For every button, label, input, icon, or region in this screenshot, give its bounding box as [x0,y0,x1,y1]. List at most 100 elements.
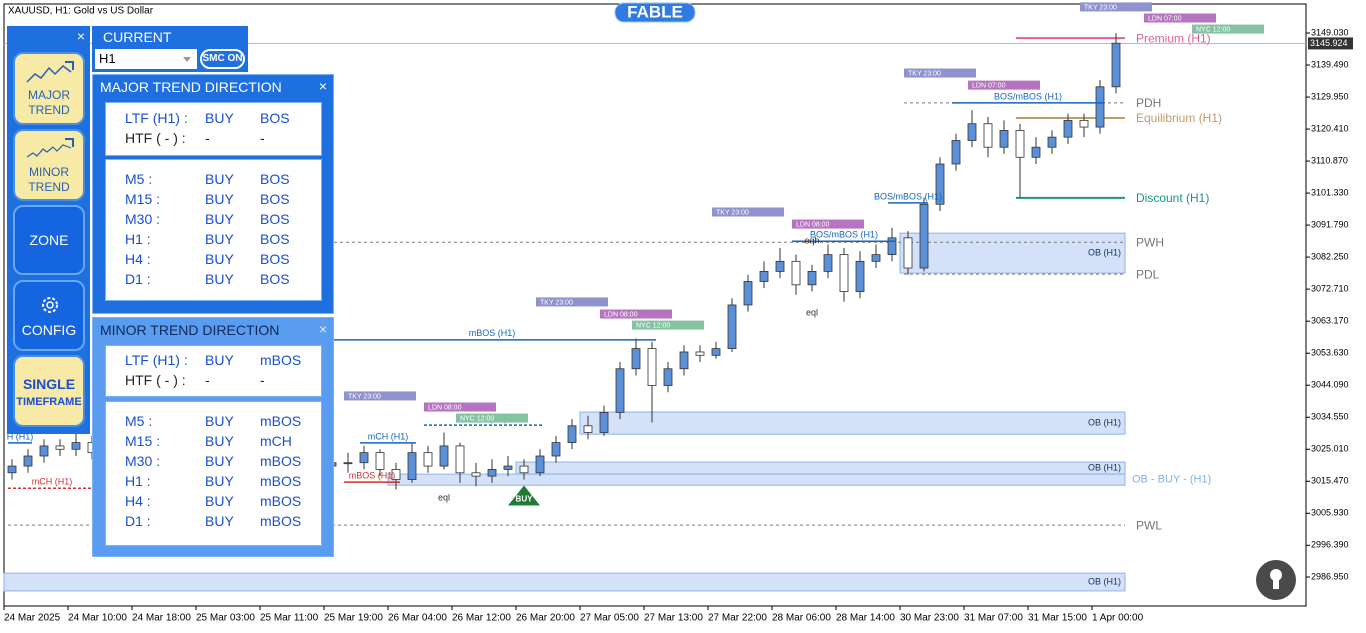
session-label: LDN 07:00 [1148,15,1182,22]
session-box [456,413,528,423]
order-block [515,461,1126,475]
session-box [904,68,976,78]
candle-body [455,445,465,474]
structure: BOS [260,211,290,227]
timeframe: D1 : [125,513,151,529]
structure-label: H (H1) [7,431,34,441]
y-tick-label: 3129.950 [1311,91,1349,101]
close-button[interactable]: × [76,28,85,44]
equal-level-label: eql [806,307,818,317]
candle-body [439,445,449,467]
button-label: SINGLE [22,376,76,392]
y-tick-label: 3034.550 [1311,412,1349,422]
level-label: PDH [1136,96,1161,110]
direction: BUY [205,191,234,207]
minor-trend-button[interactable]: MINOR TREND [13,129,85,201]
structure: mBOS [260,453,302,469]
current-label: CURRENT [103,29,172,45]
candle-body [503,465,513,470]
structure: BOS [260,191,290,207]
timeframe: M15 : [125,191,161,207]
candle-body [71,442,81,450]
zone-label: OB - BUY - (H1) [1132,474,1211,486]
structure: - [260,372,265,388]
trend-row: D1 : BUY BOS [106,271,321,291]
candle-body [535,455,545,474]
y-tick-label: 3053.630 [1311,348,1349,358]
session-box [1192,24,1264,34]
x-tick-label: 25 Mar 03:00 [196,613,255,624]
trend-row: H1 : BUY mBOS [106,473,321,493]
timeframe-dropdown[interactable]: H1 [95,49,197,69]
x-tick-label: 24 Mar 2025 [4,613,61,624]
symbol-title: XAUUSD, H1: Gold vs US Dollar [8,6,154,17]
session-label: NYC 12:00 [1196,26,1230,33]
y-tick-label: 3082.250 [1311,252,1349,262]
candle-body [679,351,689,370]
brand: FABLE [627,2,683,21]
y-tick-label: 2996.390 [1311,540,1349,550]
smc-toggle[interactable]: SMC ON [200,49,245,69]
buy-signal [508,485,540,506]
candle-body [695,351,705,356]
ltf-htf-box: LTF (H1) : BUY BOS HTF ( - ) : - - [105,102,322,156]
y-tick-label: 3110.870 [1311,155,1348,165]
direction: - [205,372,210,388]
candle-body [1095,86,1105,128]
x-tick-label: 28 Mar 06:00 [772,613,831,624]
structure-label: mCH (H1) [32,477,73,487]
y-tick-label: 3072.710 [1311,284,1349,294]
candle-body [407,452,417,480]
panel-title: MAJOR TREND DIRECTION [100,79,282,95]
x-tick-label: 26 Mar 04:00 [388,613,447,624]
structure: BOS [260,271,290,287]
major-trend-button[interactable]: MAJOR TREND [13,52,85,125]
candle-body [487,469,497,477]
x-tick-label: 27 Mar 22:00 [708,613,767,624]
level-label: Premium (H1) [1136,31,1211,45]
lock-icon [1273,577,1279,589]
session-label: TKY 23:00 [1084,4,1117,11]
session-box [792,219,864,229]
y-tick-label: 3005.930 [1311,508,1349,518]
signal-label: BUY [516,495,534,504]
session-box [344,391,416,401]
config-button[interactable]: CONFIG [13,280,85,351]
structure-label: mBOS (H1) [469,328,516,338]
structure: mCH [260,433,292,449]
timeframe: LTF (H1) : [125,352,188,368]
y-tick-label: 3120.410 [1311,123,1349,133]
brand-badge [614,2,696,23]
candle-body [1031,146,1041,158]
direction: BUY [205,513,234,529]
close-button[interactable]: × [318,78,327,94]
x-tick-label: 27 Mar 05:00 [580,613,639,624]
zone-button[interactable]: ZONE [13,205,85,275]
direction: BUY [205,473,234,489]
candle-body [887,237,897,256]
timeframe: LTF (H1) : [125,110,188,126]
y-tick-label: 3044.090 [1311,380,1349,390]
x-tick-label: 26 Mar 20:00 [516,613,575,624]
direction: BUY [205,493,234,509]
sidebar: × MAJOR TREND MINOR TREND ZONE CONFIG SI… [7,26,90,434]
zone-label: OB (H1) [1088,576,1121,586]
direction: BUY [205,251,234,267]
candle-body [871,254,881,262]
direction: BUY [205,211,234,227]
level-label: Equilibrium (H1) [1136,111,1222,125]
structure-label: BOS/mBOS (H1) [810,230,878,240]
candle-body [951,140,961,165]
candle-body [759,271,769,282]
x-tick-label: 28 Mar 14:00 [836,613,895,624]
candle-body [343,462,353,465]
close-button[interactable]: × [318,321,327,337]
single-timeframe-button[interactable]: SINGLE TIMEFRAME [13,355,85,427]
trend-row: M5 : BUY mBOS [106,413,321,433]
session-box [600,309,672,319]
structure: - [260,130,265,146]
timeframe: M30 : [125,453,161,469]
ltf-htf-box: LTF (H1) : BUY mBOS HTF ( - ) : - - [105,345,322,397]
candle-body [967,123,977,141]
candle-body [391,469,401,480]
